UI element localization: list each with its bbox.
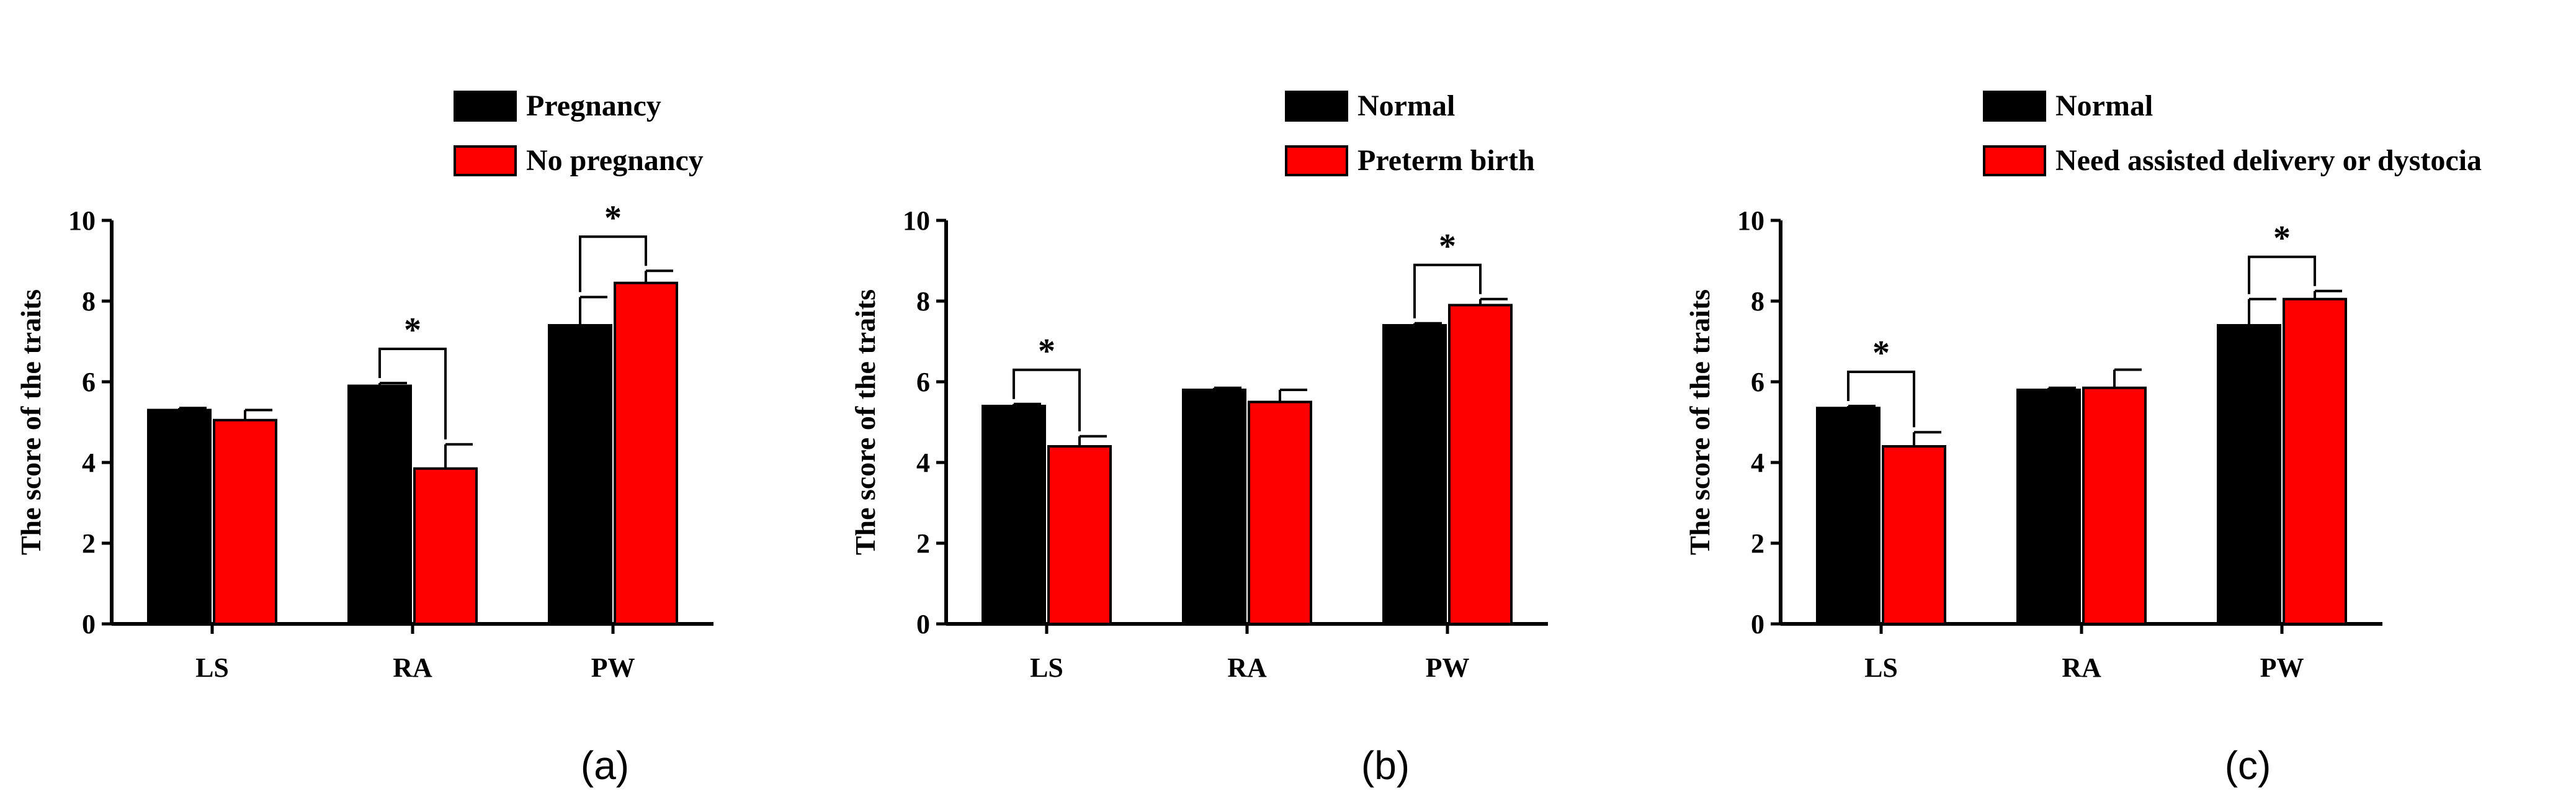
- significance-star: *: [1439, 227, 1456, 266]
- x-tick-label: PW: [591, 652, 635, 683]
- bar: [413, 467, 478, 625]
- legend-label: Preterm birth: [1357, 144, 1535, 177]
- legend-swatch: [454, 145, 517, 176]
- y-tick-label: 2: [1751, 528, 1764, 559]
- legend-label: No pregnancy: [526, 144, 704, 177]
- bar: [548, 324, 613, 625]
- y-tick-label: 10: [68, 205, 96, 236]
- y-tick-label: 6: [82, 367, 96, 397]
- significance-star: *: [404, 311, 421, 350]
- y-tick-label: 4: [916, 448, 930, 478]
- legend-label: Need assisted delivery or dystocia: [2055, 144, 2482, 177]
- significance-star: *: [1872, 334, 1890, 372]
- y-tick-label: 8: [1751, 286, 1764, 317]
- significance-star: *: [2273, 219, 2291, 258]
- panel-label: (a): [581, 743, 629, 788]
- bar: [1881, 445, 1946, 625]
- bar: [1248, 400, 1312, 625]
- x-tick-label: PW: [1426, 652, 1470, 683]
- y-axis-label: The score of the traits: [849, 289, 881, 555]
- y-axis-label: The score of the traits: [1684, 289, 1715, 555]
- y-tick-label: 0: [82, 609, 96, 639]
- y-tick-label: 4: [82, 448, 96, 478]
- bar: [1815, 407, 1881, 625]
- bar: [347, 384, 412, 625]
- y-tick-label: 6: [1751, 367, 1764, 397]
- bar: [2283, 297, 2348, 625]
- y-tick-label: 4: [1751, 448, 1764, 478]
- y-tick-label: 10: [903, 205, 930, 236]
- bar: [1382, 324, 1447, 625]
- bar: [146, 408, 212, 625]
- bar: [2016, 389, 2081, 625]
- x-tick-label: PW: [2260, 652, 2304, 683]
- bar: [2082, 386, 2147, 625]
- x-tick-label: LS: [1864, 652, 1898, 683]
- y-tick-label: 0: [916, 609, 930, 639]
- chart-panel-2: 0 2 4 6 8 10 The score of the traits LS RA PW * * No…: [849, 89, 1548, 788]
- significance-bracket: [579, 235, 648, 292]
- legend-label: Normal: [2055, 89, 2153, 122]
- panel-label: (b): [1361, 743, 1410, 788]
- y-tick-label: 10: [1737, 205, 1764, 236]
- x-tick-label: RA: [393, 652, 432, 683]
- bar: [1182, 389, 1246, 625]
- significance-bracket: [1413, 263, 1482, 318]
- chart-panel-1: 0 2 4 6 8 10 The score of the traits LS RA PW * * Pr…: [15, 89, 713, 788]
- bar: [1047, 445, 1112, 625]
- bar: [212, 418, 277, 625]
- panel-label: (c): [2225, 743, 2271, 788]
- x-tick-label: RA: [2062, 652, 2101, 683]
- bar: [981, 405, 1046, 625]
- significance-bracket: [378, 347, 447, 440]
- y-tick-label: 8: [916, 286, 930, 317]
- significance-bracket: [2248, 255, 2317, 294]
- bar: [1448, 304, 1513, 625]
- legend-label: Pregnancy: [526, 89, 661, 122]
- y-tick-label: 8: [82, 286, 96, 317]
- bar: [2217, 324, 2282, 625]
- y-tick-label: 2: [916, 528, 930, 559]
- legend-swatch: [1983, 145, 2046, 176]
- x-tick-label: LS: [195, 652, 229, 683]
- y-tick-label: 2: [82, 528, 96, 559]
- significance-star: *: [604, 199, 622, 237]
- chart-panel-3: 0 2 4 6 8 10 The score of the traits LS RA PW * * No…: [1684, 89, 2482, 788]
- x-tick-label: LS: [1030, 652, 1063, 683]
- x-tick-label: RA: [1227, 652, 1267, 683]
- y-tick-label: 0: [1751, 609, 1764, 639]
- legend-swatch: [1285, 91, 1348, 122]
- significance-star: *: [1038, 332, 1055, 371]
- bar: [614, 281, 679, 625]
- legend-swatch: [454, 91, 517, 122]
- y-tick-label: 6: [916, 367, 930, 397]
- legend-label: Normal: [1357, 89, 1455, 122]
- legend-swatch: [1983, 91, 2046, 122]
- legend-swatch: [1285, 145, 1348, 176]
- y-axis-label: The score of the traits: [15, 289, 47, 555]
- significance-bracket: [1012, 368, 1081, 431]
- significance-bracket: [1846, 371, 1915, 428]
